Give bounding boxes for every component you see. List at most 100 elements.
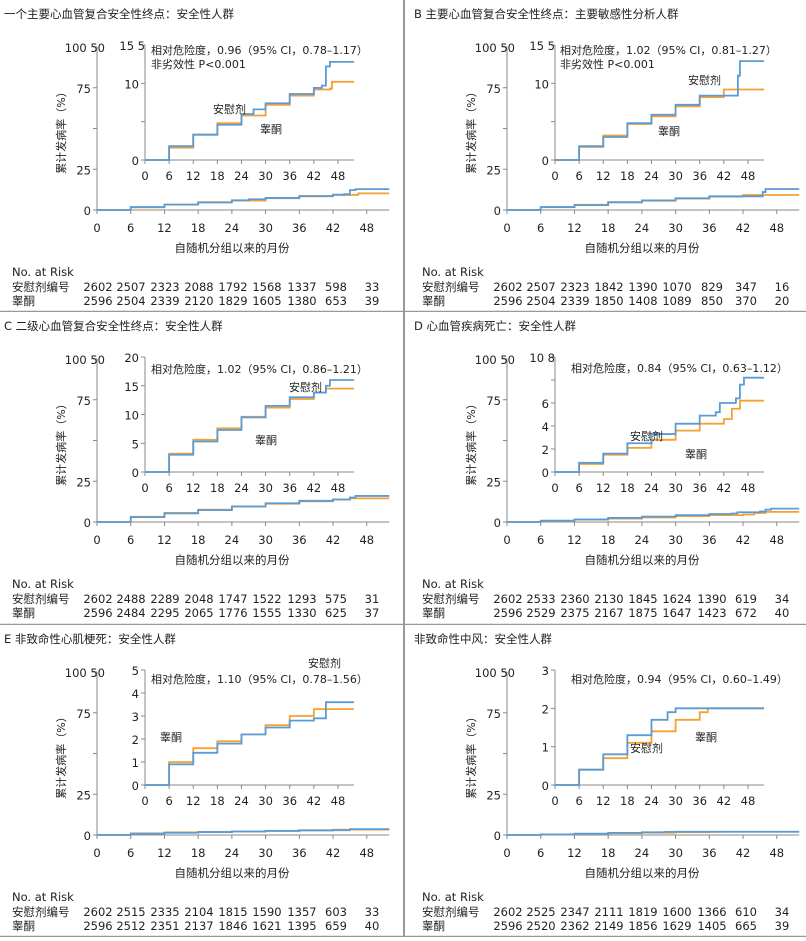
inset-y-tick-label: 15 xyxy=(124,380,139,394)
inset-y-tick-label: 0 xyxy=(132,466,139,480)
risk-cell: 2335 xyxy=(150,905,179,919)
inset-y-tick-label: 4 xyxy=(132,687,139,701)
main-x-tick-label: 30 xyxy=(668,533,683,547)
risk-cell: 39 xyxy=(365,294,380,308)
main-x-tick-label: 12 xyxy=(567,221,582,235)
risk-cell: 2484 xyxy=(116,606,145,620)
risk-cell: 1357 xyxy=(287,905,316,919)
risk-cell: 1875 xyxy=(628,606,657,620)
risk-cell: 2507 xyxy=(526,280,555,294)
risk-cell: 2602 xyxy=(493,592,522,606)
inset-x-tick-label: 42 xyxy=(717,794,732,808)
inset-y-tick-label: 3 xyxy=(542,664,549,678)
inset-line-placebo xyxy=(145,379,355,473)
risk-cell: 2323 xyxy=(150,280,179,294)
risk-cell: 2512 xyxy=(116,919,145,933)
risk-cell: 619 xyxy=(735,592,757,606)
inset-y-tick-label: 1 xyxy=(132,756,139,770)
placebo-curve-label: 安慰剂 xyxy=(688,73,721,87)
placebo-curve-label: 安慰剂 xyxy=(213,102,246,116)
inset-x-tick-label: 12 xyxy=(186,794,201,808)
main-x-tick-label: 24 xyxy=(635,846,650,860)
inset-x-tick-label: 42 xyxy=(307,169,322,183)
chart-svg: 一个主要心血管复合安全性终点：安全性人群 0 25 75 100 50 0 6 12 18 24 3… xyxy=(0,7,403,313)
y-axis-label: 累计发病率（%） xyxy=(54,86,68,173)
inset-x-tick-label: 30 xyxy=(668,794,683,808)
chart-title: C 二级心血管复合安全性终点：安全性人群 xyxy=(4,319,223,333)
risk-cell: 34 xyxy=(775,905,790,919)
risk-cell: 2602 xyxy=(83,592,112,606)
chart-title: 非致命性中风：安全性人群 xyxy=(414,632,552,646)
inset-y-tick-label: 10 xyxy=(124,409,139,423)
main-x-tick-label: 12 xyxy=(157,846,172,860)
inset-x-tick-label: 48 xyxy=(741,794,756,808)
risk-cell: 1293 xyxy=(287,592,316,606)
main-x-tick-label: 36 xyxy=(702,221,717,235)
risk-cell: 1366 xyxy=(697,905,726,919)
y-axis-label: 累计发病率（%） xyxy=(54,398,68,485)
risk-cell: 40 xyxy=(365,919,380,933)
risk-row-label: 安慰剂编号 xyxy=(422,280,480,294)
risk-cell: 2602 xyxy=(493,280,522,294)
risk-cell: 34 xyxy=(775,592,790,606)
risk-cell: 2533 xyxy=(526,592,555,606)
main-x-tick-label: 24 xyxy=(225,221,240,235)
risk-cell: 1395 xyxy=(287,919,316,933)
main-x-tick-label: 0 xyxy=(503,846,510,860)
main-x-tick-label: 18 xyxy=(601,221,616,235)
inset-x-tick-label: 0 xyxy=(551,794,558,808)
main-x-tick-label: 42 xyxy=(736,221,751,235)
main-x-tick-label: 36 xyxy=(702,533,717,547)
main-y-tick-label: 100 50 xyxy=(65,41,105,55)
placebo-curve-label: 安慰剂 xyxy=(630,429,663,443)
main-x-tick-label: 0 xyxy=(93,533,100,547)
inset-line-placebo xyxy=(555,60,765,161)
main-x-tick-label: 48 xyxy=(769,221,784,235)
inset-x-tick-label: 42 xyxy=(307,481,322,495)
risk-cell: 2351 xyxy=(150,919,179,933)
risk-cell: 625 xyxy=(325,606,347,620)
main-x-tick-label: 24 xyxy=(225,846,240,860)
risk-cell: 1842 xyxy=(594,280,623,294)
main-y-tick-label: 75 xyxy=(486,394,501,408)
risk-row-label: 睾酮 xyxy=(12,294,35,308)
main-x-tick-label: 18 xyxy=(601,846,616,860)
risk-cell: 1792 xyxy=(218,280,247,294)
risk-cell: 2339 xyxy=(560,294,589,308)
risk-cell: 2596 xyxy=(493,606,522,620)
inset-x-tick-label: 30 xyxy=(258,794,273,808)
risk-row-label: 安慰剂编号 xyxy=(422,592,480,606)
hazard-ratio-text: 相对危险度，0.96（95% CI，0.78–1.17） xyxy=(151,43,368,57)
main-x-tick-label: 42 xyxy=(326,846,341,860)
inset-x-tick-label: 36 xyxy=(282,481,297,495)
inset-y-tick-label: 0 xyxy=(542,154,549,168)
inset-x-tick-label: 24 xyxy=(234,169,249,183)
inset-x-tick-label: 48 xyxy=(741,481,756,495)
inset-x-tick-label: 6 xyxy=(575,794,582,808)
main-line-placebo xyxy=(97,188,390,211)
inset-x-tick-label: 24 xyxy=(644,794,659,808)
inset-x-tick-label: 12 xyxy=(596,169,611,183)
risk-cell: 610 xyxy=(735,905,757,919)
inset-x-tick-label: 48 xyxy=(741,169,756,183)
main-x-tick-label: 12 xyxy=(567,533,582,547)
risk-cell: 2120 xyxy=(184,294,213,308)
main-x-tick-label: 18 xyxy=(191,221,206,235)
main-y-tick-label: 100 50 xyxy=(475,353,515,367)
inset-y-tick-label: 15 5 xyxy=(529,39,555,53)
main-x-tick-label: 42 xyxy=(736,846,751,860)
inset-x-tick-label: 30 xyxy=(668,169,683,183)
risk-cell: 575 xyxy=(325,592,347,606)
main-x-tick-label: 24 xyxy=(635,221,650,235)
chart-panel-2: B 主要心血管复合安全性终点：主要敏感性分析人群 0 25 75 100 50 0 6 12 1… xyxy=(403,0,806,313)
risk-cell: 1621 xyxy=(252,919,281,933)
inset-x-tick-label: 18 xyxy=(210,481,225,495)
inset-y-tick-label: 0 xyxy=(132,154,139,168)
main-x-tick-label: 6 xyxy=(127,846,134,860)
y-axis-label: 累计发病率（%） xyxy=(464,398,478,485)
testosterone-curve-label: 睾酮 xyxy=(685,447,707,461)
main-x-tick-label: 30 xyxy=(258,221,273,235)
risk-cell: 2596 xyxy=(493,294,522,308)
risk-cell: 2529 xyxy=(526,606,555,620)
risk-table-header: No. at Risk xyxy=(12,265,74,279)
